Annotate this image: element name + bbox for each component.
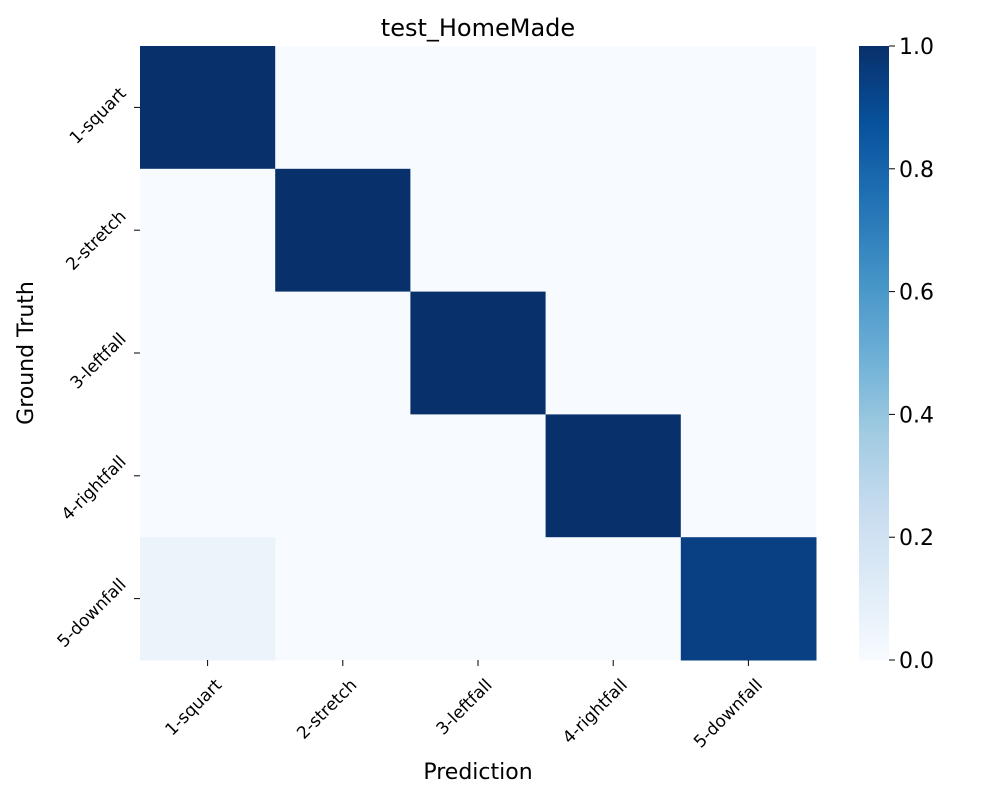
heatmap-cell — [140, 168, 276, 293]
heatmap-cell — [410, 168, 547, 293]
heatmap-cell — [545, 537, 682, 661]
x-tick-label: 4-rightfall — [559, 675, 632, 748]
heatmap-cell — [680, 291, 817, 415]
x-tick-label: 1-squart — [161, 675, 226, 740]
colorbar-tick-label: 0.8 — [899, 158, 934, 183]
heatmap-cell — [680, 537, 817, 661]
chart-title: test_HomeMade — [381, 14, 575, 42]
heatmap-cell — [140, 537, 276, 661]
heatmap-cell — [545, 46, 682, 170]
heatmap-cell — [275, 46, 411, 170]
colorbar-tick-label: 0.0 — [899, 649, 934, 674]
heatmap-cell — [275, 291, 411, 415]
x-axis-ticks: 1-squart 2-stretch 3-leftfall 4-rightfall 5-… — [161, 660, 767, 752]
colorbar-tick-label: 0.4 — [899, 403, 934, 428]
heatmap-cell — [140, 414, 276, 538]
colorbar-tick-label: 0.2 — [899, 526, 934, 551]
heatmap-cells — [140, 46, 817, 661]
heatmap-cell — [275, 168, 411, 293]
y-tick-label: 4-rightfall — [58, 452, 131, 525]
x-axis-label: Prediction — [423, 760, 532, 785]
heatmap-cell — [275, 414, 411, 538]
x-tick-label: 5-downfall — [690, 675, 767, 752]
y-axis-label: Ground Truth — [14, 281, 39, 425]
colorbar-tick-label: 0.6 — [899, 281, 934, 306]
colorbar-ticks: 0.0 0.2 0.4 0.6 0.8 1.0 — [889, 35, 934, 674]
heatmap-cell — [545, 414, 682, 538]
heatmap-cell — [545, 168, 682, 293]
x-tick-label: 3-leftfall — [433, 675, 497, 739]
heatmap-cell — [680, 168, 817, 293]
colorbar-tick-label: 1.0 — [899, 35, 934, 60]
y-tick-label: 2-stretch — [62, 207, 130, 275]
heatmap-cell — [410, 537, 547, 661]
heatmap-cell — [140, 46, 276, 170]
heatmap-cell — [680, 414, 817, 538]
heatmap-cell — [275, 537, 411, 661]
x-tick-label: 2-stretch — [293, 675, 361, 743]
heatmap-cell — [545, 291, 682, 415]
heatmap-cell — [140, 291, 276, 415]
heatmap-cell — [410, 414, 547, 538]
colorbar — [859, 46, 889, 660]
heatmap-cell — [410, 46, 547, 170]
heatmap-cell — [680, 46, 817, 170]
y-tick-label: 3-leftfall — [67, 329, 131, 393]
y-axis-ticks: 1-squart 2-stretch 3-leftfall 4-rightfall 5-… — [54, 84, 140, 652]
y-tick-label: 1-squart — [66, 84, 131, 149]
heatmap-cell — [410, 291, 547, 415]
y-tick-label: 5-downfall — [54, 575, 131, 652]
